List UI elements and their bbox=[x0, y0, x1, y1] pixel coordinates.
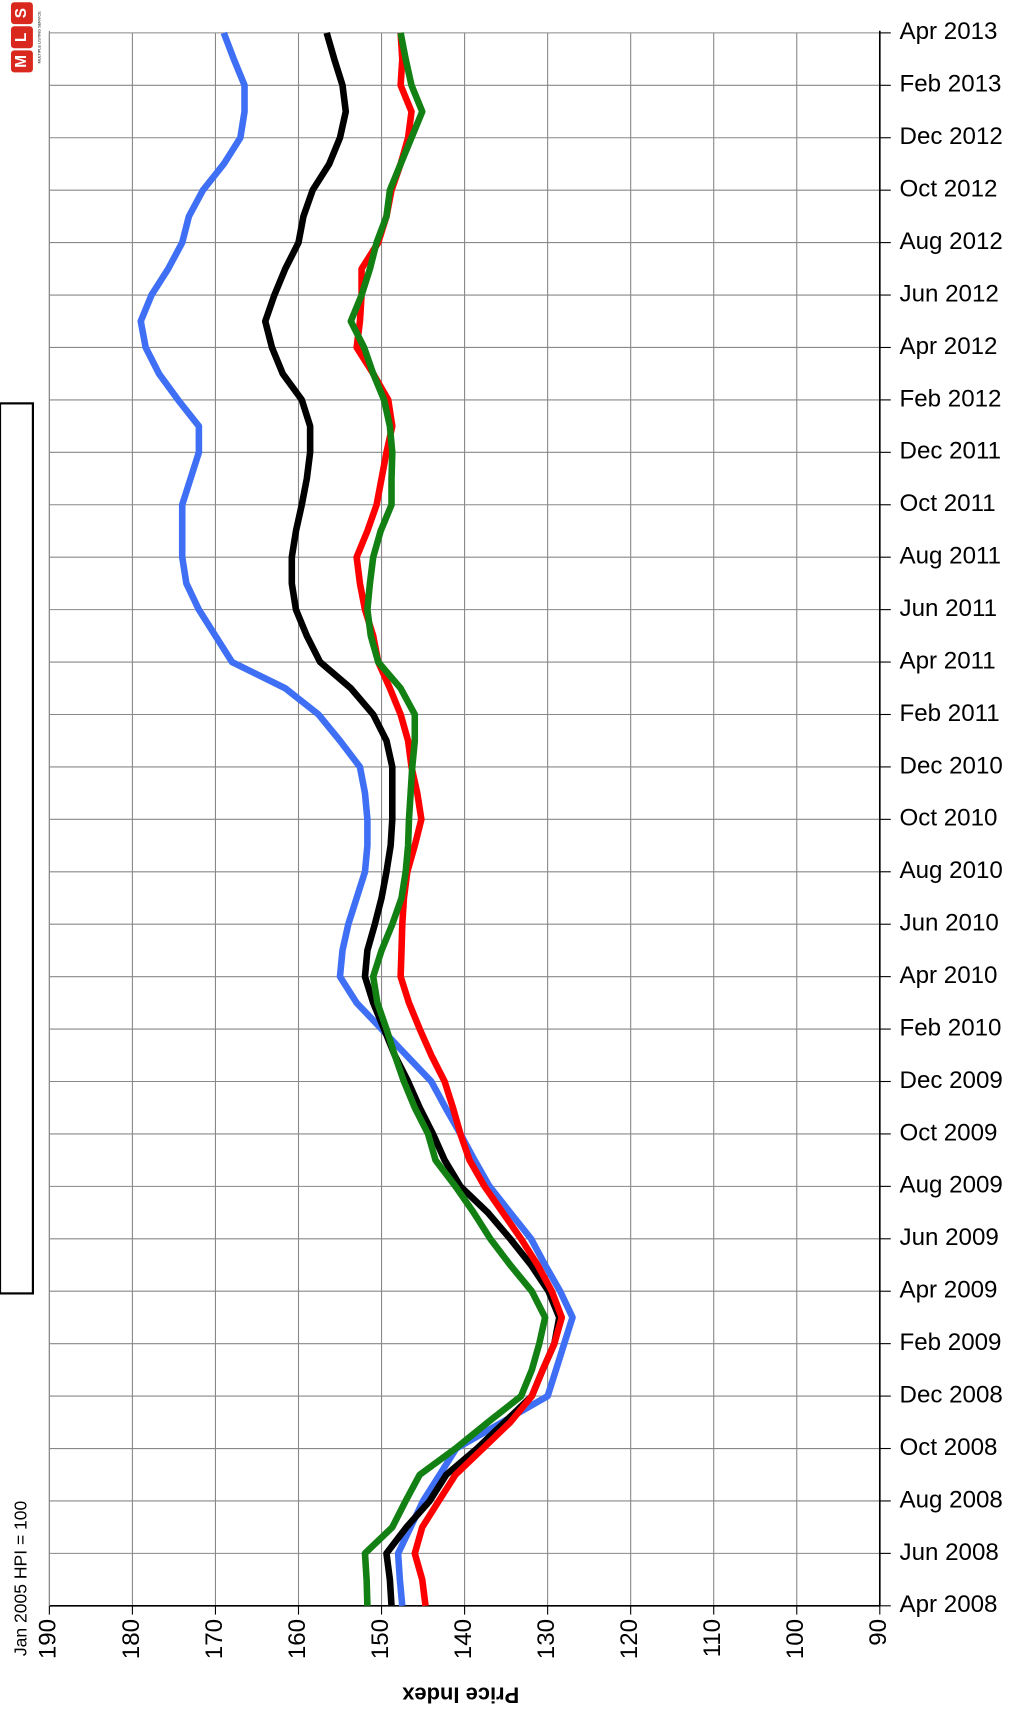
y-tick-label: Oct 2012 bbox=[900, 176, 998, 203]
y-tick-label: Jun 2012 bbox=[900, 280, 999, 307]
x-tick-label: 170 bbox=[201, 1619, 228, 1659]
y-tick-label: Jun 2009 bbox=[900, 1224, 999, 1251]
logo-letter: S bbox=[13, 8, 30, 18]
x-tick-label: 100 bbox=[782, 1619, 809, 1659]
x-tick-label: 120 bbox=[616, 1619, 643, 1659]
x-tick-label: 110 bbox=[699, 1619, 726, 1657]
y-tick-label: Dec 2011 bbox=[900, 438, 1001, 465]
y-tick-label: Apr 2010 bbox=[900, 962, 998, 989]
logo: M L S MULTIPLE LISTING SERVICE bbox=[10, 2, 42, 73]
y-tick-label: Aug 2010 bbox=[900, 857, 1003, 884]
y-tick-label: Feb 2013 bbox=[900, 71, 1002, 98]
y-tick-label: Aug 2009 bbox=[900, 1172, 1003, 1199]
y-tick-label: Jun 2008 bbox=[900, 1539, 999, 1566]
y-tick-label: Aug 2011 bbox=[900, 543, 1001, 570]
y-tick-label: Apr 2012 bbox=[900, 333, 998, 360]
y-tick-label: Apr 2013 bbox=[900, 18, 998, 45]
y-tick-label: Feb 2011 bbox=[900, 700, 1000, 727]
y-tick-label: Aug 2008 bbox=[900, 1486, 1003, 1513]
y-tick-label: Feb 2012 bbox=[900, 385, 1002, 412]
logo-letter: L bbox=[13, 33, 30, 42]
y-tick-label: Feb 2010 bbox=[900, 1014, 1002, 1041]
logo-caption: MULTIPLE LISTING SERVICE bbox=[38, 11, 42, 64]
series-line bbox=[137, 31, 576, 1607]
logo-block bbox=[10, 50, 33, 73]
logo-letter: M bbox=[13, 55, 30, 68]
y-tick-label: Oct 2008 bbox=[900, 1434, 998, 1461]
y-tick-label: Jun 2010 bbox=[900, 910, 999, 937]
y-tick-label: Dec 2012 bbox=[900, 123, 1003, 150]
note: Jan 2005 HPI = 100 bbox=[11, 1500, 31, 1656]
y-tick-label: Feb 2009 bbox=[900, 1329, 1002, 1356]
axis-title: Price Index bbox=[401, 1683, 519, 1708]
y-tick-label: Dec 2008 bbox=[900, 1381, 1003, 1408]
x-tick-label: 160 bbox=[284, 1619, 311, 1659]
x-tick-label: 90 bbox=[865, 1619, 892, 1646]
x-tick-label: 190 bbox=[35, 1619, 62, 1659]
logo-block bbox=[10, 2, 33, 25]
series-line bbox=[347, 32, 549, 1606]
y-tick-label: Apr 2008 bbox=[900, 1591, 998, 1618]
y-tick-label: Apr 2009 bbox=[900, 1277, 998, 1304]
y-tick-label: Apr 2011 bbox=[900, 647, 996, 674]
y-tick-label: Oct 2010 bbox=[900, 805, 998, 832]
x-tick-label: 140 bbox=[450, 1619, 477, 1659]
y-tick-label: Oct 2011 bbox=[900, 490, 996, 517]
y-tick-label: Dec 2010 bbox=[900, 752, 1003, 779]
legend-box bbox=[0, 402, 35, 1295]
x-tick-label: 180 bbox=[118, 1619, 145, 1659]
y-tick-label: Aug 2012 bbox=[900, 228, 1003, 255]
x-tick-label: 150 bbox=[367, 1619, 394, 1659]
x-tick-label: 130 bbox=[533, 1619, 560, 1659]
logo-block bbox=[10, 26, 33, 49]
y-tick-label: Jun 2011 bbox=[900, 595, 997, 622]
y-tick-label: Oct 2009 bbox=[900, 1119, 998, 1146]
y-tick-label: Dec 2009 bbox=[900, 1067, 1003, 1094]
